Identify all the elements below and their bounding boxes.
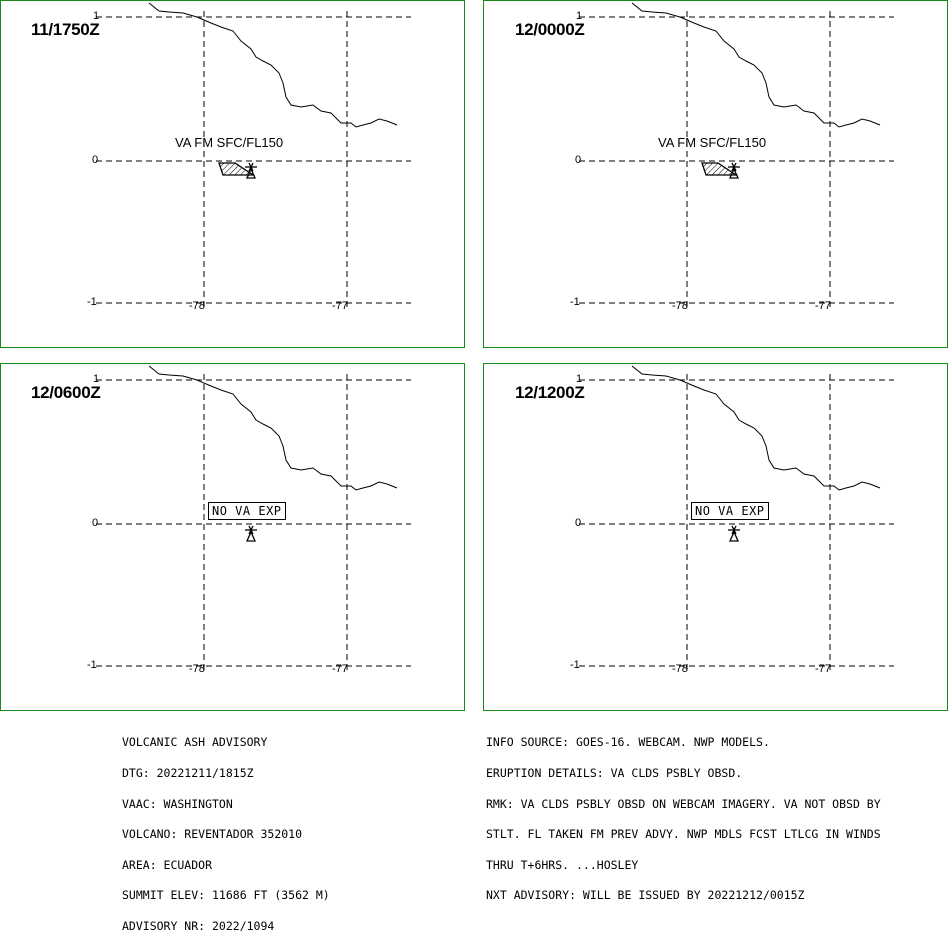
panel-time-label: 12/0000Z xyxy=(515,20,585,39)
ash-level-label: VA FM SFC/FL150 xyxy=(175,135,284,150)
advisory-line: STLT. FL TAKEN FM PREV ADVY. NWP MDLS FC… xyxy=(486,827,881,842)
panel-time-label: 11/1750Z xyxy=(31,20,100,39)
advisory-header-block: VOLCANIC ASH ADVISORY DTG: 20221211/1815… xyxy=(122,717,330,941)
lat-tick-0: 0 xyxy=(575,154,582,166)
advisory-line: INFO SOURCE: GOES-16. WEBCAM. NWP MODELS… xyxy=(486,735,770,750)
panel-time-label: 12/0600Z xyxy=(31,383,101,402)
lat-tick-0: 0 xyxy=(92,517,99,529)
forecast-panel-1: 11/1750Z 1 0 -1 -78 -77 VA FM SFC/FL150 xyxy=(0,0,465,348)
lon-tick-77: -77 xyxy=(815,663,831,675)
lon-tick-78: -78 xyxy=(672,663,688,675)
advisory-line: ADVISORY NR: 2022/1094 xyxy=(122,918,275,933)
volcano-symbol xyxy=(728,162,740,179)
lon-tick-78: -78 xyxy=(672,300,688,312)
lon-tick-78: -78 xyxy=(189,663,205,675)
lat-tick-1: 1 xyxy=(576,10,583,22)
advisory-line: VOLCANO: REVENTADOR 352010 xyxy=(122,827,303,842)
lat-tick-neg1: -1 xyxy=(570,659,580,671)
map-graphic xyxy=(579,2,894,311)
lat-tick-1: 1 xyxy=(93,10,100,22)
lat-tick-neg1: -1 xyxy=(87,659,97,671)
lat-tick-0: 0 xyxy=(92,154,99,166)
lat-tick-1: 1 xyxy=(93,373,100,385)
advisory-line: VAAC: WASHINGTON xyxy=(122,796,233,811)
advisory-line: DTG: 20221211/1815Z xyxy=(122,766,254,780)
volcano-symbol xyxy=(728,525,740,542)
lon-tick-77: -77 xyxy=(815,300,831,312)
advisory-line: NXT ADVISORY: WILL BE ISSUED BY 20221212… xyxy=(486,888,805,903)
lat-tick-neg1: -1 xyxy=(87,296,97,308)
advisory-details-block: INFO SOURCE: GOES-16. WEBCAM. NWP MODELS… xyxy=(486,717,881,911)
advisory-line: ERUPTION DETAILS: VA CLDS PSBLY OBSD. xyxy=(486,766,743,780)
volcano-symbol xyxy=(245,525,257,542)
ash-cloud xyxy=(701,162,739,176)
lat-tick-neg1: -1 xyxy=(570,296,580,308)
coastline xyxy=(631,365,881,491)
lat-tick-0: 0 xyxy=(575,517,582,529)
advisory-line: RMK: VA CLDS PSBLY OBSD ON WEBCAM IMAGER… xyxy=(486,796,881,811)
coastline xyxy=(148,2,398,128)
forecast-panel-3: 12/0600Z 1 0 -1 -78 -77 NO VA EXP xyxy=(0,363,465,711)
volcano-symbol xyxy=(245,162,257,179)
forecast-panel-4: 12/1200Z 1 0 -1 -78 -77 NO VA EXP xyxy=(483,363,948,711)
forecast-panel-2: 12/0000Z 1 0 -1 -78 -77 VA FM SFC/FL150 xyxy=(483,0,948,348)
no-ash-label: NO VA EXP xyxy=(208,502,286,520)
panel-time-label: 12/1200Z xyxy=(515,383,585,402)
map-graphic xyxy=(96,2,411,311)
advisory-line: SUMMIT ELEV: 11686 FT (3562 M) xyxy=(122,888,330,903)
lon-tick-77: -77 xyxy=(332,300,348,312)
advisory-line: THRU T+6HRS. ...HOSLEY xyxy=(486,857,639,872)
ash-cloud xyxy=(218,162,256,176)
advisory-line: VOLCANIC ASH ADVISORY xyxy=(122,735,268,750)
ash-level-label: VA FM SFC/FL150 xyxy=(658,135,767,150)
no-ash-label: NO VA EXP xyxy=(691,502,769,520)
advisory-line: AREA: ECUADOR xyxy=(122,857,213,872)
coastline xyxy=(631,2,881,128)
lon-tick-77: -77 xyxy=(332,663,348,675)
map-graphic xyxy=(579,365,894,674)
lon-tick-78: -78 xyxy=(189,300,205,312)
coastline xyxy=(148,365,398,491)
lat-tick-1: 1 xyxy=(576,373,583,385)
map-graphic xyxy=(96,365,411,674)
